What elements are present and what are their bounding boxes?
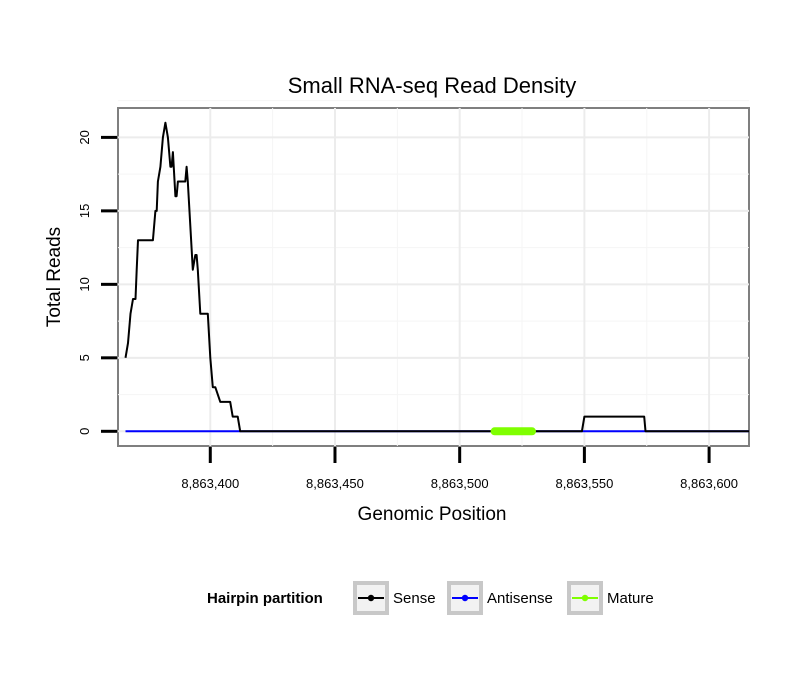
y-tick-label: 15	[77, 204, 92, 218]
x-tick-label: 8,863,500	[431, 476, 489, 491]
series-layer	[124, 121, 749, 436]
y-tick-label: 0	[77, 428, 92, 435]
y-tick-label: 5	[77, 354, 92, 361]
legend-item-mature: Mature	[567, 581, 654, 615]
x-tick-label: 8,863,450	[306, 476, 364, 491]
gridlines	[118, 100, 749, 446]
x-axis: 8,863,400 8,863,450 8,863,500 8,863,550 8,86…	[181, 447, 738, 491]
x-tick-label: 8,863,550	[555, 476, 613, 491]
plot-panel	[117, 107, 750, 447]
chart-title: Small RNA-seq Read Density	[288, 73, 577, 98]
legend-key-point	[581, 594, 589, 602]
y-axis: 0 5 10 15 20	[77, 130, 117, 435]
series-line-sense	[124, 121, 749, 433]
y-tick-label: 10	[77, 277, 92, 291]
x-tick-label: 8,863,600	[680, 476, 738, 491]
legend: Hairpin partition Sense Antisense Mature	[207, 581, 654, 615]
x-axis-title: Genomic Position	[358, 504, 507, 525]
legend-label: Antisense	[487, 590, 553, 607]
y-axis-title: Total Reads	[44, 227, 65, 327]
x-tick-label: 8,863,400	[181, 476, 239, 491]
y-tick-label: 20	[77, 130, 92, 144]
legend-label: Mature	[607, 590, 654, 607]
legend-key-point	[461, 594, 469, 602]
legend-title: Hairpin partition	[207, 590, 323, 607]
legend-key-point	[367, 594, 375, 602]
legend-item-sense: Sense	[353, 581, 436, 615]
legend-item-antisense: Antisense	[447, 581, 553, 615]
legend-label: Sense	[393, 590, 436, 607]
